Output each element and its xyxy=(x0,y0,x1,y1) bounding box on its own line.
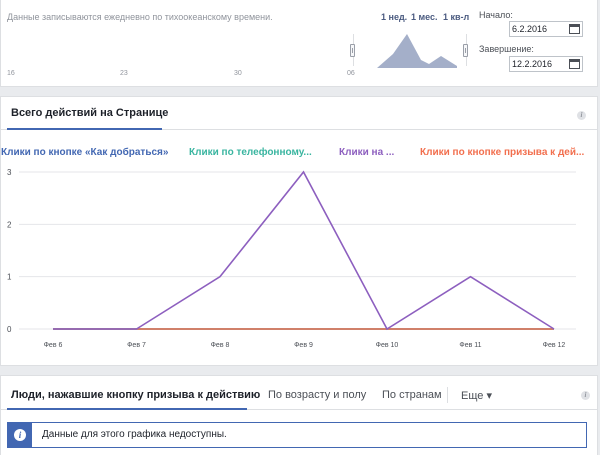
legend-website-clicks[interactable]: Клики на ... xyxy=(339,147,395,158)
tab-separator xyxy=(447,387,448,403)
legend-cta-clicks[interactable]: Клики по кнопке призыва к дей... xyxy=(420,147,585,158)
x-tick-label: Фев 6 xyxy=(44,342,63,349)
tab-age-gender[interactable]: По возрасту и полу xyxy=(268,389,367,401)
x-tick-label: Фев 10 xyxy=(376,342,399,349)
calendar-icon[interactable] xyxy=(569,59,580,69)
date-range-panel: Данные записываются ежедневно по тихооке… xyxy=(0,0,598,87)
section-divider xyxy=(1,409,597,410)
active-tab-indicator xyxy=(7,408,247,410)
section-divider xyxy=(1,129,597,130)
notice-icon-box: i xyxy=(8,423,32,447)
timezone-note: Данные записываются ежедневно по тихооке… xyxy=(7,12,273,22)
x-tick-label: Фев 7 xyxy=(127,342,146,349)
series-line xyxy=(53,170,555,331)
data-unavailable-notice: i Данные для этого графика недоступны. xyxy=(7,422,587,448)
timeline-axis: 16 23 30 06 xyxy=(7,70,355,80)
y-tick-label: 0 xyxy=(7,325,12,334)
info-icon[interactable]: i xyxy=(581,391,590,400)
x-tick-label: Фев 12 xyxy=(543,342,566,349)
active-tab-indicator xyxy=(7,128,162,130)
total-actions-card: Всего действий на Странице i Клики по кн… xyxy=(0,96,598,366)
info-icon: i xyxy=(14,429,26,441)
x-tick-label: Фев 11 xyxy=(459,342,481,349)
timeline-tick: 16 xyxy=(7,70,15,77)
calendar-icon[interactable] xyxy=(569,24,580,34)
range-1-quarter-link[interactable]: 1 кв-л xyxy=(443,12,470,22)
range-1-month-link[interactable]: 1 мес. xyxy=(411,12,438,22)
end-date-value: 12.2.2016 xyxy=(512,59,553,69)
tab-more-dropdown[interactable]: Еще ▾ xyxy=(461,390,492,402)
timeline-sparkline xyxy=(377,34,457,68)
y-tick-label: 3 xyxy=(7,168,12,177)
end-date-field[interactable]: 12.2.2016 xyxy=(509,56,583,72)
cta-people-card: Люди, нажавшие кнопку призыва к действию… xyxy=(0,375,598,455)
end-date-label: Завершение: xyxy=(479,44,534,54)
y-tick-label: 1 xyxy=(7,273,12,282)
start-date-value: 6.2.2016 xyxy=(512,24,548,34)
tab-countries[interactable]: По странам xyxy=(382,389,442,401)
start-date-field[interactable]: 6.2.2016 xyxy=(509,21,583,37)
timeline-tick: 06 xyxy=(347,70,355,77)
y-tick-label: 2 xyxy=(7,220,12,229)
timeline-tick: 23 xyxy=(120,70,128,77)
info-icon[interactable]: i xyxy=(577,111,586,120)
x-tick-label: Фев 8 xyxy=(211,342,230,349)
range-1-week-link[interactable]: 1 нед. xyxy=(381,12,408,22)
legend-directions-clicks[interactable]: Клики по кнопке «Как добраться» xyxy=(1,147,169,158)
timeline-range-start-handle[interactable] xyxy=(350,44,355,57)
notice-text: Данные для этого графика недоступны. xyxy=(42,429,227,440)
x-tick-label: Фев 9 xyxy=(294,342,313,349)
tab-total-actions[interactable]: Всего действий на Странице xyxy=(11,107,169,119)
timeline-tick: 30 xyxy=(234,70,242,77)
timeline-range-end-handle[interactable] xyxy=(463,44,468,57)
start-date-label: Начало: xyxy=(479,10,513,20)
legend-phone-clicks[interactable]: Клики по телефонному... xyxy=(189,147,312,158)
line-chart: 0 1 2 3 Фев 6 Фев 7 Фев 8 Фев 9 Фев 10 Фев 11 Фев … xyxy=(7,168,576,349)
tab-cta-people[interactable]: Люди, нажавшие кнопку призыва к действию xyxy=(11,389,261,401)
